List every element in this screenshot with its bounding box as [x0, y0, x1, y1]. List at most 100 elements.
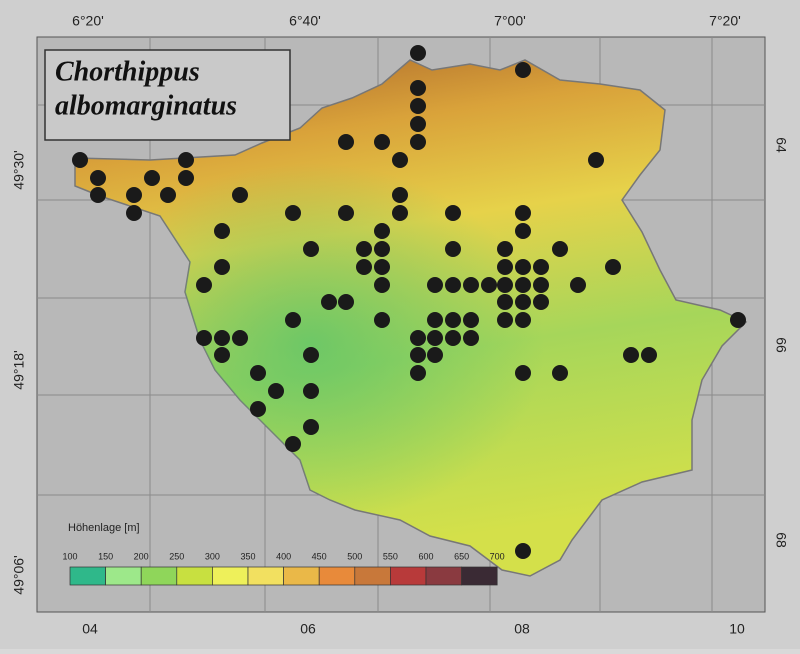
- dot: [427, 277, 443, 293]
- dot: [285, 205, 301, 221]
- dot: [285, 312, 301, 328]
- legend-tick: 400: [276, 551, 291, 561]
- left-label: 49°06': [11, 555, 27, 594]
- legend-tick: 100: [62, 551, 77, 561]
- dot: [515, 294, 531, 310]
- legend-swatch: [247, 566, 284, 586]
- dot: [338, 294, 354, 310]
- dot: [268, 383, 284, 399]
- dot: [463, 277, 479, 293]
- dot: [126, 187, 142, 203]
- dot: [445, 312, 461, 328]
- legend-swatch: [461, 566, 498, 586]
- top-label: 7°00': [494, 13, 526, 29]
- legend-tick: 150: [98, 551, 113, 561]
- dot: [410, 80, 426, 96]
- dot: [463, 330, 479, 346]
- dot: [374, 312, 390, 328]
- dot: [515, 365, 531, 381]
- title-box: [44, 49, 291, 141]
- dot: [515, 259, 531, 275]
- dot: [410, 330, 426, 346]
- dot: [392, 205, 408, 221]
- bottom-label: 08: [514, 621, 530, 637]
- top-label: 7°20': [709, 13, 741, 29]
- legend-tick: 450: [312, 551, 327, 561]
- dot: [356, 259, 372, 275]
- dot: [303, 347, 319, 363]
- legend-tick: 600: [418, 551, 433, 561]
- dot: [374, 134, 390, 150]
- title-line: albomarginatus: [55, 90, 237, 121]
- dot: [445, 277, 461, 293]
- title-line: Chorthippus: [55, 56, 200, 87]
- dot: [427, 347, 443, 363]
- dot: [533, 294, 549, 310]
- dot: [497, 277, 513, 293]
- legend-tick: 700: [490, 551, 505, 561]
- right-label: 66: [773, 337, 789, 353]
- dot: [515, 543, 531, 559]
- dot: [515, 277, 531, 293]
- dot: [427, 330, 443, 346]
- dot: [410, 45, 426, 61]
- top-label: 6°20': [72, 13, 104, 29]
- top-label: 6°40': [289, 13, 321, 29]
- dot: [515, 312, 531, 328]
- legend-tick: 300: [205, 551, 220, 561]
- dot: [588, 152, 604, 168]
- dot: [321, 294, 337, 310]
- dot: [196, 330, 212, 346]
- dot: [232, 187, 248, 203]
- dot: [552, 241, 568, 257]
- dot: [445, 330, 461, 346]
- dot: [392, 187, 408, 203]
- dot: [641, 347, 657, 363]
- dot: [605, 259, 621, 275]
- left-label: 49°30': [11, 150, 27, 189]
- dot: [178, 170, 194, 186]
- dot: [497, 259, 513, 275]
- dot: [497, 312, 513, 328]
- dot: [410, 347, 426, 363]
- legend-title: Höhenlage [m]: [68, 522, 140, 534]
- legend-swatch: [425, 566, 462, 586]
- legend-swatch: [212, 566, 249, 586]
- dot: [196, 277, 212, 293]
- dot: [126, 205, 142, 221]
- dot: [90, 170, 106, 186]
- legend-tick: 650: [454, 551, 469, 561]
- bottom-label: 04: [82, 621, 98, 637]
- dot: [338, 205, 354, 221]
- dot: [374, 241, 390, 257]
- legend-swatch: [283, 566, 320, 586]
- legend-tick: 500: [347, 551, 362, 561]
- legend-swatch: [390, 566, 427, 586]
- dot: [481, 277, 497, 293]
- dot: [214, 223, 230, 239]
- legend-swatch: [69, 566, 106, 586]
- legend-swatch: [176, 566, 213, 586]
- legend-tick: 350: [240, 551, 255, 561]
- dot: [250, 401, 266, 417]
- dot: [445, 205, 461, 221]
- dot: [515, 62, 531, 78]
- dot: [410, 116, 426, 132]
- dot: [303, 383, 319, 399]
- dot: [392, 152, 408, 168]
- dot: [374, 259, 390, 275]
- dot: [445, 241, 461, 257]
- dot: [214, 330, 230, 346]
- dot: [285, 436, 301, 452]
- dot: [730, 312, 746, 328]
- left-label: 49°18': [11, 350, 27, 389]
- dot: [463, 312, 479, 328]
- dot: [533, 259, 549, 275]
- dot: [232, 330, 248, 346]
- dot: [515, 205, 531, 221]
- dot: [497, 241, 513, 257]
- legend: 100 150 200 250 300 350 400 450 500 550 600 650 700: [62, 551, 505, 586]
- legend-swatch: [354, 566, 391, 586]
- legend-swatch: [105, 566, 142, 586]
